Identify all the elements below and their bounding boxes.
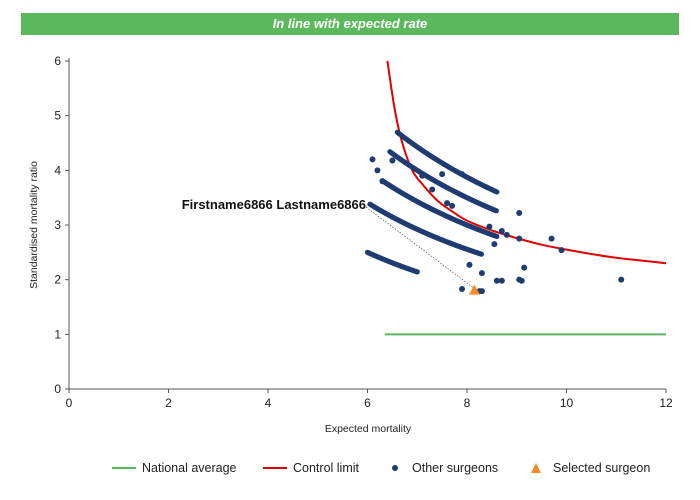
- x-tick-label: 12: [659, 396, 673, 410]
- y-tick-label: 2: [54, 273, 61, 287]
- other-surgeon-point: [478, 251, 485, 257]
- other-surgeon-point: [521, 264, 528, 271]
- legend-selected-surgeon[interactable]: Selected surgeon: [553, 461, 650, 475]
- other-surgeon-point: [379, 178, 386, 185]
- other-surgeon-point: [493, 208, 499, 214]
- y-tick-label: 3: [54, 218, 61, 232]
- other-surgeon-point: [466, 261, 473, 268]
- other-surgeon-point: [498, 277, 505, 284]
- other-surgeon-point: [516, 235, 523, 242]
- y-tick-label: 6: [54, 54, 61, 68]
- x-tick-label: 4: [265, 396, 272, 410]
- other-surgeon-point: [494, 189, 500, 195]
- other-surgeon-point: [449, 202, 456, 209]
- other-surgeon-point: [414, 269, 420, 275]
- legend-national-average[interactable]: National average: [142, 461, 237, 475]
- y-axis-title: Standardised mortality ratio: [28, 161, 40, 289]
- x-tick-label: 10: [560, 396, 574, 410]
- legend-control-limit[interactable]: Control limit: [293, 461, 360, 475]
- other-surgeon-point: [444, 200, 451, 207]
- x-tick-label: 8: [464, 396, 471, 410]
- legend-other-surgeons[interactable]: Other surgeons: [412, 461, 498, 475]
- selected-surgeon-marker[interactable]: [468, 284, 480, 295]
- other-surgeon-point: [429, 186, 436, 193]
- other-surgeon-point: [478, 288, 485, 295]
- legend-other-surgeons-swatch: [392, 465, 398, 471]
- series-layer: [364, 60, 667, 336]
- other-surgeon-point: [618, 276, 625, 283]
- x-tick-label: 0: [66, 396, 73, 410]
- x-axis-title: Expected mortality: [325, 423, 412, 435]
- other-surgeons-series: [364, 129, 625, 295]
- other-surgeon-point: [558, 247, 565, 254]
- control-limit-line: [386, 60, 667, 265]
- y-tick-label: 0: [54, 382, 61, 396]
- selected-surgeon-label: Firstname6866 Lastname6866: [182, 197, 366, 212]
- other-surgeon-point: [518, 277, 525, 284]
- callout-layer: Firstname6866 Lastname6866: [182, 197, 480, 295]
- other-surgeon-point: [419, 172, 426, 179]
- chart-banner: In line with expected rate: [21, 13, 679, 35]
- y-tick-label: 5: [54, 109, 61, 123]
- other-surgeon-point: [493, 277, 500, 284]
- other-surgeon-point: [498, 228, 505, 235]
- chart-axes: [68, 58, 666, 390]
- other-surgeon-point: [478, 270, 485, 277]
- x-tick-label: 6: [364, 396, 371, 410]
- other-surgeon-point: [486, 223, 493, 230]
- other-surgeon-point: [548, 235, 555, 242]
- y-tick-label: 1: [54, 327, 61, 341]
- other-surgeon-point: [459, 285, 466, 292]
- other-surgeon-point: [389, 157, 396, 164]
- other-surgeon-point: [491, 241, 498, 248]
- other-surgeon-point: [374, 167, 381, 174]
- other-surgeon-point: [503, 231, 510, 238]
- chart-legend: National average Control limit Other sur…: [112, 461, 650, 475]
- other-surgeon-point: [439, 171, 446, 178]
- other-surgeon-point: [516, 209, 523, 216]
- other-surgeon-point: [459, 171, 466, 178]
- y-tick-label: 4: [54, 163, 61, 177]
- legend-selected-surgeon-swatch: [531, 463, 541, 473]
- x-tick-label: 2: [165, 396, 172, 410]
- other-surgeon-point: [369, 156, 376, 163]
- other-surgeon-point: [494, 233, 500, 240]
